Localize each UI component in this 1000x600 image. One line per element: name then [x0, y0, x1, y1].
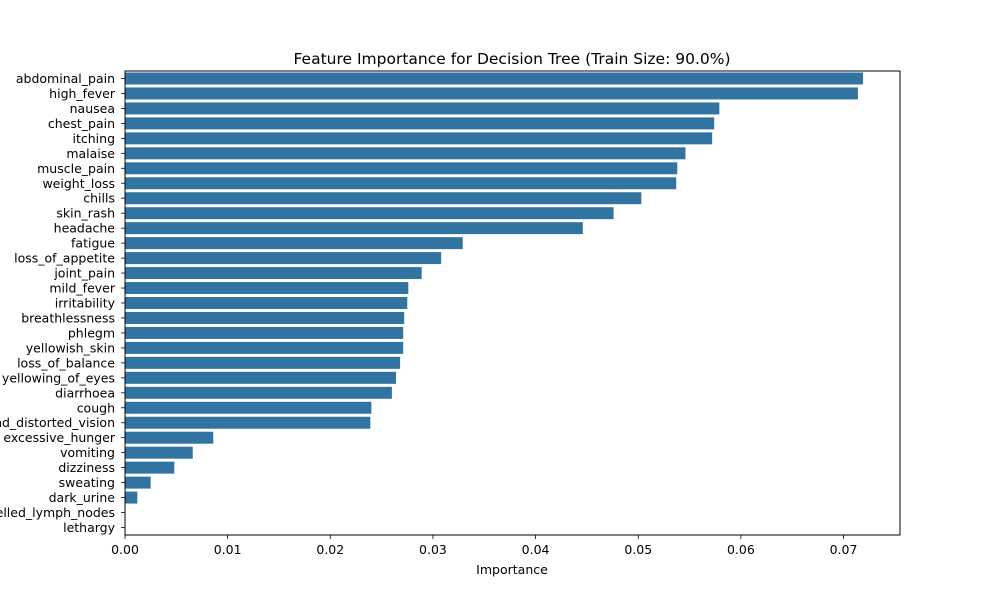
bar-excessive-hunger	[125, 431, 214, 444]
y-tick-label: headache	[54, 221, 116, 236]
y-axis: abdominal_painhigh_fevernauseachest_pain…	[0, 71, 125, 535]
y-tick-label: chest_pain	[48, 116, 115, 131]
y-tick-label: dizziness	[58, 460, 115, 475]
y-tick-label: malaise	[66, 146, 115, 161]
bar-abdominal-pain	[125, 72, 864, 85]
x-tick-label: 0.00	[111, 542, 139, 557]
bar-sweating	[125, 476, 151, 489]
bar-dizziness	[125, 461, 175, 474]
y-tick-label: blurred_and_distorted_vision	[0, 415, 115, 430]
y-tick-label: high_fever	[49, 86, 116, 101]
bar-loss-of-appetite	[125, 252, 442, 265]
x-tick-label: 0.03	[419, 542, 447, 557]
y-tick-label: chills	[83, 191, 115, 206]
chart-title: Feature Importance for Decision Tree (Tr…	[293, 50, 730, 68]
bar-vomiting	[125, 446, 193, 459]
bar-chest-pain	[125, 117, 715, 130]
bar-breathlessness	[125, 311, 405, 324]
y-tick-label: dark_urine	[49, 490, 116, 505]
x-tick-label: 0.01	[214, 542, 242, 557]
bar-nausea	[125, 102, 720, 115]
y-tick-label: muscle_pain	[37, 161, 115, 176]
bar-dark-urine	[125, 491, 138, 504]
y-tick-label: excessive_hunger	[3, 430, 115, 445]
x-tick-label: 0.05	[624, 542, 652, 557]
y-tick-label: fatigue	[71, 236, 115, 251]
y-tick-label: vomiting	[60, 445, 115, 460]
x-tick-label: 0.04	[522, 542, 550, 557]
y-tick-label: yellowing_of_eyes	[2, 370, 115, 385]
y-tick-label: nausea	[70, 101, 115, 116]
bar-loss-of-balance	[125, 356, 401, 369]
bar-yellowing-of-eyes	[125, 371, 396, 384]
bar-fatigue	[125, 237, 463, 250]
y-tick-label: abdominal_pain	[16, 71, 115, 86]
y-tick-label: lethargy	[63, 520, 116, 535]
bar-high-fever	[125, 87, 858, 100]
bar-joint-pain	[125, 267, 422, 280]
y-tick-label: weight_loss	[42, 176, 115, 191]
y-tick-label: swelled_lymph_nodes	[0, 505, 115, 520]
y-tick-label: joint_pain	[53, 266, 115, 281]
y-tick-label: loss_of_appetite	[14, 251, 115, 266]
y-tick-label: loss_of_balance	[17, 355, 115, 370]
x-tick-label: 0.06	[727, 542, 755, 557]
x-tick-label: 0.02	[316, 542, 344, 557]
bar-itching	[125, 132, 713, 145]
y-tick-label: breathlessness	[21, 310, 115, 325]
bar-cough	[125, 401, 372, 414]
y-tick-label: irritability	[55, 296, 116, 311]
y-tick-label: diarrhoea	[55, 385, 115, 400]
y-tick-label: sweating	[59, 475, 115, 490]
bar-blurred-and-distorted-vision	[125, 416, 371, 429]
x-axis-label: Importance	[476, 562, 548, 577]
y-tick-label: phlegm	[68, 325, 115, 340]
y-tick-label: skin_rash	[56, 206, 115, 221]
bar-headache	[125, 222, 583, 235]
bar-chills	[125, 192, 642, 205]
y-tick-label: itching	[73, 131, 116, 146]
y-tick-label: yellowish_skin	[26, 340, 115, 355]
bar-yellowish-skin	[125, 341, 404, 354]
bar-diarrhoea	[125, 386, 392, 399]
bar-weight-loss	[125, 177, 677, 190]
bars-layer	[125, 72, 864, 504]
bar-mild-fever	[125, 282, 409, 295]
y-tick-label: cough	[77, 400, 115, 415]
bar-phlegm	[125, 326, 404, 339]
bar-malaise	[125, 147, 686, 160]
y-tick-label: mild_fever	[49, 281, 115, 296]
bar-muscle-pain	[125, 162, 678, 175]
bar-irritability	[125, 297, 408, 309]
x-tick-label: 0.07	[830, 542, 858, 557]
bar-skin-rash	[125, 207, 614, 220]
x-axis: 0.00 0.01 0.02 0.03 0.04 0.05 0.06 0.07	[111, 535, 857, 557]
